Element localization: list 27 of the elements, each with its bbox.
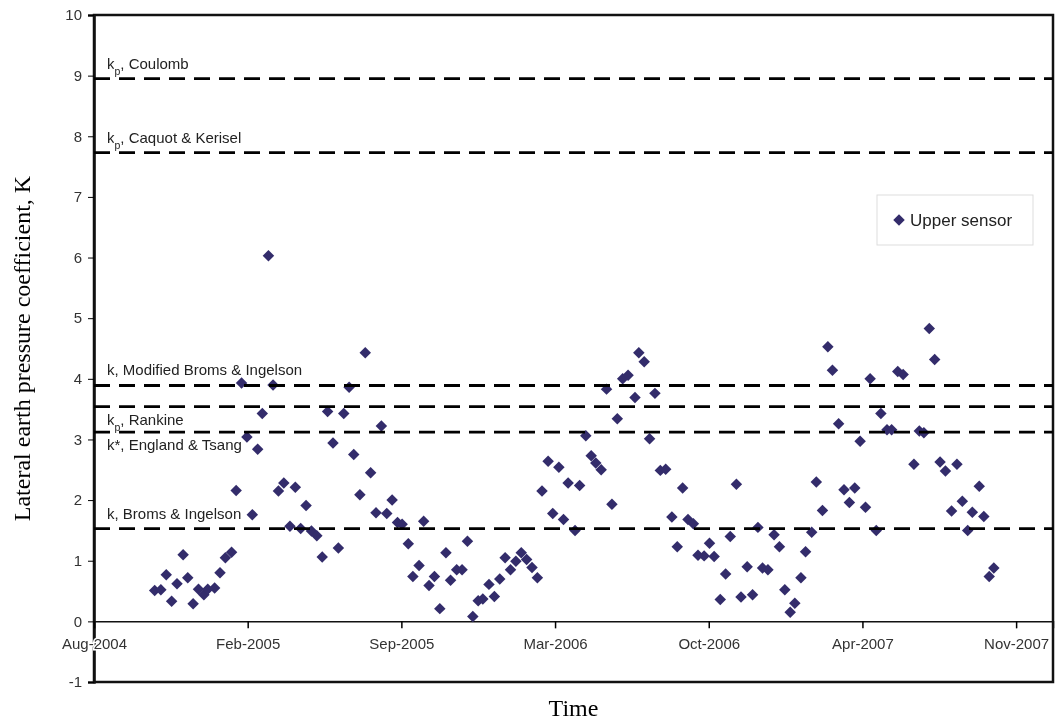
ref-line-label: k*, England & Tsang [107,436,242,454]
y-tick-label: 0 [73,612,82,630]
y-tick-label: 6 [73,248,82,266]
x-tick-label: Apr-2007 [832,635,894,653]
x-tick-label: Feb-2005 [216,635,281,653]
ref-line-label: k$_{p}$, Caquot & Kerisel [107,128,242,151]
ref-line-label: k$_{p}$, Rankine [107,410,184,433]
legend-label: Upper sensor [910,211,1013,230]
ref-line-label: k, Broms & Ingelson [107,504,242,522]
y-tick-label: 7 [73,188,82,206]
y-axis-title: Lateral earth pressure coefficient, K [9,175,35,522]
y-tick-label: -1 [68,673,82,691]
x-axis-title: Time [548,695,599,721]
y-tick-label: 9 [73,66,82,84]
x-tick-label: Sep-2005 [369,635,435,653]
y-tick-label: 1 [73,552,82,570]
x-tick-label: Nov-2007 [984,635,1050,653]
ref-line-label: k$_{p}$, Coulomb [107,54,189,77]
y-tick-label: 8 [73,127,82,145]
y-tick-label: 5 [73,309,82,327]
y-tick-label: 2 [73,491,82,509]
ref-line-label: k, Modified Broms & Ingelson [107,361,303,379]
x-tick-label: Mar-2006 [523,635,588,653]
y-tick-label: 10 [65,6,82,24]
x-tick-label: Oct-2006 [678,635,741,653]
y-tick-label: 4 [73,370,82,388]
y-tick-label: 3 [73,430,82,448]
